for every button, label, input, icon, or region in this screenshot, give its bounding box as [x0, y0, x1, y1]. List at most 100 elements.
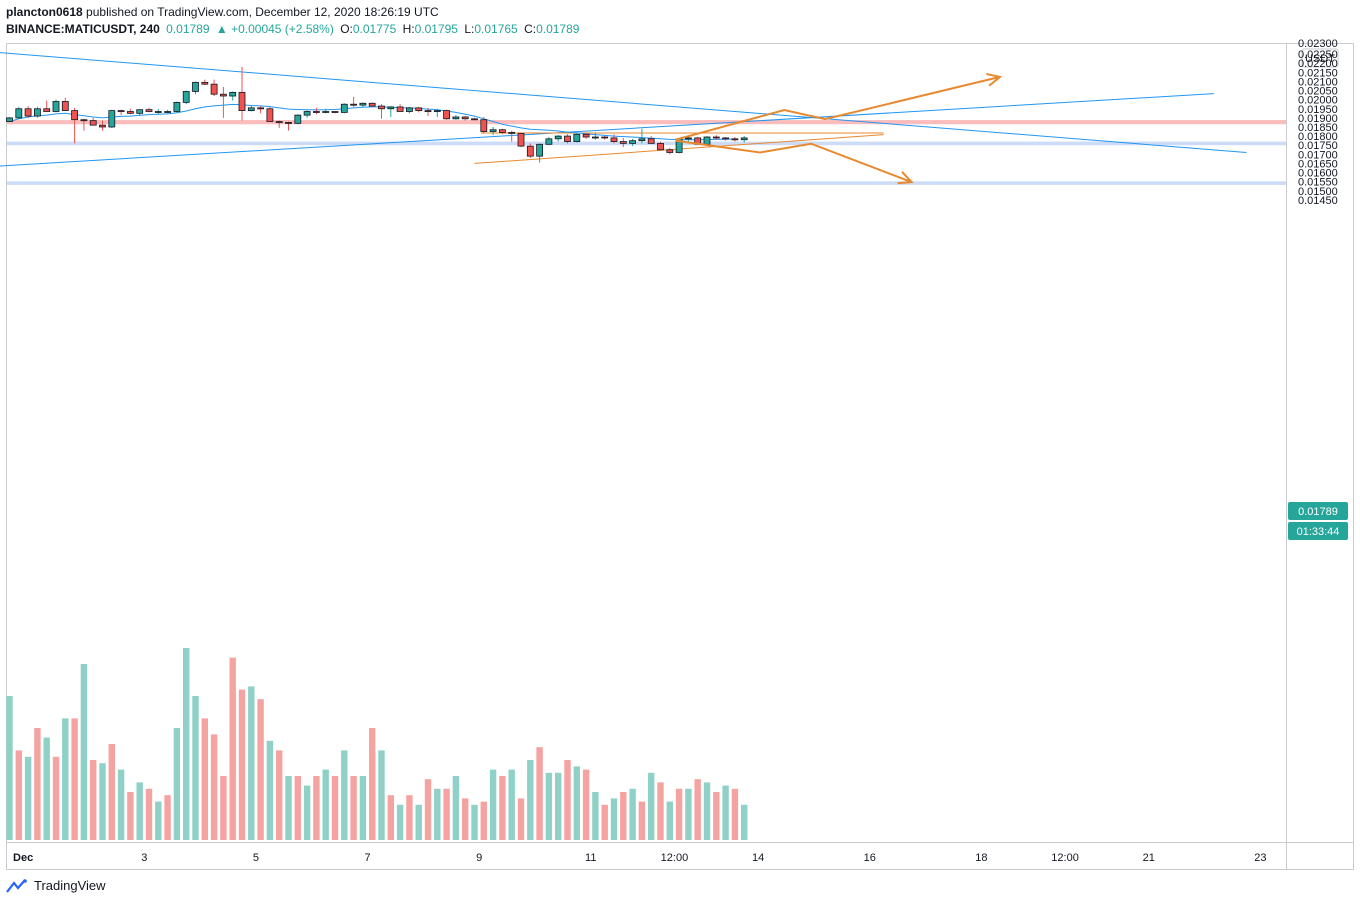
candle-body[interactable] — [610, 137, 618, 142]
candle-body[interactable] — [685, 137, 692, 140]
candle-body[interactable] — [554, 135, 562, 140]
candle-body[interactable] — [703, 136, 711, 145]
candle-body[interactable] — [545, 138, 553, 145]
candle-body[interactable] — [368, 102, 376, 107]
volume-bar — [24, 756, 32, 840]
candle-body[interactable] — [210, 83, 218, 95]
tradingview-logo-icon[interactable] — [6, 878, 28, 893]
candle-body[interactable] — [415, 107, 423, 111]
candle-body[interactable] — [257, 107, 265, 110]
candle-body[interactable] — [266, 108, 274, 122]
candle-body[interactable] — [117, 110, 125, 112]
candle-body[interactable] — [619, 141, 627, 144]
resistance-zone[interactable] — [7, 120, 1286, 125]
candle-body[interactable] — [378, 105, 385, 110]
candle-body[interactable] — [275, 121, 283, 123]
candle-body[interactable] — [498, 129, 506, 133]
candle-body[interactable] — [471, 118, 478, 121]
candle-body[interactable] — [638, 138, 646, 142]
volume-bar — [145, 788, 153, 840]
currency-badge[interactable] — [1301, 48, 1339, 68]
ascending-trendline[interactable] — [0, 93, 1214, 167]
candle-body[interactable] — [461, 116, 469, 120]
candle-body[interactable] — [192, 81, 199, 92]
candle-body[interactable] — [331, 111, 339, 113]
candle-body[interactable] — [740, 137, 748, 141]
volume-bar — [350, 776, 357, 840]
candle-body[interactable] — [573, 133, 581, 142]
candle-body[interactable] — [164, 111, 172, 113]
candle-body[interactable] — [99, 124, 106, 128]
candle-body[interactable] — [15, 108, 23, 119]
symbol-name[interactable]: BINANCE:MATICUSDT, 240 — [6, 22, 160, 36]
candle-body[interactable] — [52, 101, 60, 112]
candle-body[interactable] — [173, 101, 181, 112]
support-zone[interactable] — [7, 141, 1286, 146]
footer-brand[interactable]: TradingView — [34, 878, 106, 893]
projections[interactable] — [675, 72, 1003, 185]
candle-body[interactable] — [508, 132, 516, 134]
time-axis[interactable]: Dec 3 5 7 9 11 12:00 14 16 18 12:00 21 23 — [13, 852, 1266, 864]
candle-body[interactable] — [433, 110, 441, 112]
candle-body[interactable] — [452, 116, 460, 120]
candle-body[interactable] — [312, 111, 320, 113]
candle-body[interactable] — [219, 93, 227, 97]
candle-body[interactable] — [108, 110, 116, 128]
candle-body[interactable] — [136, 109, 144, 114]
candle-body[interactable] — [536, 143, 543, 157]
candle-body[interactable] — [34, 108, 41, 117]
candle-body[interactable] — [657, 142, 664, 151]
candle-body[interactable] — [387, 106, 395, 110]
candle-body[interactable] — [80, 119, 88, 122]
candle-body[interactable] — [731, 138, 739, 141]
candle-body[interactable] — [601, 136, 609, 139]
candle-body[interactable] — [43, 108, 51, 112]
candle-body[interactable] — [24, 108, 32, 117]
price-axis[interactable]: USDT 0.02300 0.01789 01:33:44 0.022500.0… — [1288, 38, 1348, 540]
candle-body[interactable] — [396, 106, 404, 112]
candle-body[interactable] — [71, 110, 78, 121]
candle-body[interactable] — [647, 138, 655, 144]
descending-trendline[interactable] — [0, 52, 1247, 153]
candle-body[interactable] — [303, 111, 311, 116]
candle-body[interactable] — [145, 109, 153, 112]
candle-body[interactable] — [247, 107, 255, 111]
candle-body[interactable] — [582, 133, 590, 138]
candle-body[interactable] — [340, 103, 348, 113]
candle-body[interactable] — [517, 132, 525, 147]
candle-body[interactable] — [489, 129, 497, 132]
trendlines[interactable] — [0, 52, 1247, 167]
candle-body[interactable] — [285, 122, 292, 124]
candle-body[interactable] — [443, 110, 451, 120]
candle-body[interactable] — [127, 111, 134, 114]
candles[interactable] — [6, 66, 748, 163]
candle-body[interactable] — [294, 114, 302, 124]
candle-body[interactable] — [480, 119, 488, 132]
candle-body[interactable] — [238, 91, 246, 111]
author-name[interactable]: plancton0618 — [6, 5, 83, 19]
candle-body[interactable] — [322, 111, 330, 113]
candle-body[interactable] — [182, 91, 190, 103]
candle-body[interactable] — [89, 120, 97, 126]
candle-body[interactable] — [154, 111, 162, 113]
candle-body[interactable] — [229, 91, 237, 97]
candle-body[interactable] — [629, 140, 636, 144]
candle-body[interactable] — [666, 149, 674, 153]
candle-body[interactable] — [712, 136, 720, 139]
candle-body[interactable] — [564, 135, 571, 142]
candle-body[interactable] — [722, 137, 729, 140]
target-zone[interactable] — [7, 181, 1286, 185]
bearish-projection[interactable] — [675, 139, 912, 183]
candle-body[interactable] — [6, 117, 13, 122]
candle-body[interactable] — [405, 107, 413, 112]
candle-body[interactable] — [61, 101, 69, 111]
candle-body[interactable] — [592, 136, 599, 139]
bullish-projection[interactable] — [675, 75, 1001, 141]
candle-body[interactable] — [424, 110, 432, 112]
candle-body[interactable] — [526, 145, 534, 157]
candle-body[interactable] — [201, 81, 209, 85]
candle-body[interactable] — [359, 102, 367, 106]
time-tick: Dec — [13, 852, 33, 864]
candle-body[interactable] — [350, 103, 358, 106]
